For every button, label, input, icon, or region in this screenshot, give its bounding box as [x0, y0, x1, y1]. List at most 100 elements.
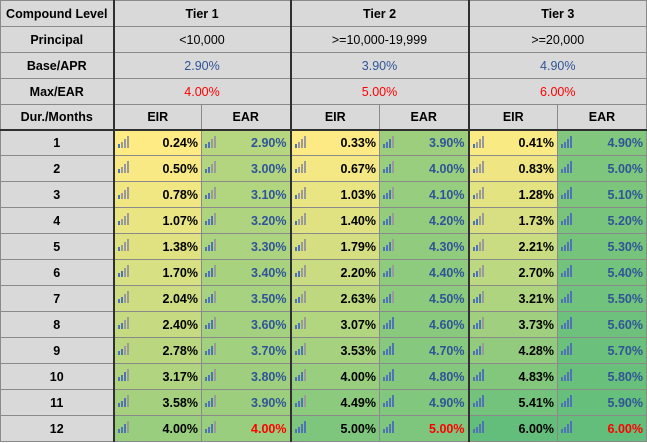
eir-cell[interactable]: 1.38% — [112, 233, 202, 260]
eir-cell[interactable]: 0.67% — [289, 155, 380, 182]
ear-cell[interactable]: 3.60% — [201, 311, 291, 338]
duration-cell[interactable]: 2 — [0, 155, 114, 182]
ear-cell[interactable]: 3.20% — [201, 207, 291, 234]
compound-level-header[interactable]: Compound Level — [0, 0, 114, 27]
eir-cell[interactable]: 4.00% — [289, 363, 380, 390]
max-ear-label[interactable]: Max/EAR — [0, 78, 114, 105]
ear-cell[interactable]: 3.30% — [201, 233, 291, 260]
ear-cell[interactable]: 4.00% — [379, 155, 469, 182]
duration-cell[interactable]: 11 — [0, 389, 114, 416]
duration-header[interactable]: Dur./Months — [0, 104, 114, 131]
ear-cell[interactable]: 3.90% — [379, 129, 469, 156]
ear-header-tier-1[interactable]: EAR — [201, 104, 291, 131]
base-apr-tier-1[interactable]: 2.90% — [112, 52, 291, 79]
ear-cell[interactable]: 3.10% — [201, 181, 291, 208]
ear-cell[interactable]: 5.00% — [557, 155, 647, 182]
principal-tier-1[interactable]: <10,000 — [112, 26, 291, 53]
eir-cell[interactable]: 4.28% — [467, 337, 558, 364]
eir-cell[interactable]: 3.53% — [289, 337, 380, 364]
eir-cell[interactable]: 0.33% — [289, 129, 380, 156]
base-apr-tier-2[interactable]: 3.90% — [289, 52, 469, 79]
tier-2-header[interactable]: Tier 2 — [289, 0, 469, 27]
eir-cell[interactable]: 0.50% — [112, 155, 202, 182]
eir-cell[interactable]: 5.00% — [289, 415, 380, 442]
eir-cell[interactable]: 4.49% — [289, 389, 380, 416]
eir-cell[interactable]: 1.73% — [467, 207, 558, 234]
duration-cell[interactable]: 10 — [0, 363, 114, 390]
eir-cell[interactable]: 1.79% — [289, 233, 380, 260]
ear-cell[interactable]: 4.70% — [379, 337, 469, 364]
ear-cell[interactable]: 4.20% — [379, 207, 469, 234]
eir-cell[interactable]: 3.58% — [112, 389, 202, 416]
ear-cell[interactable]: 2.90% — [201, 129, 291, 156]
eir-cell[interactable]: 3.21% — [467, 285, 558, 312]
eir-cell[interactable]: 1.70% — [112, 259, 202, 286]
ear-cell[interactable]: 4.10% — [379, 181, 469, 208]
eir-cell[interactable]: 0.24% — [112, 129, 202, 156]
ear-cell[interactable]: 5.30% — [557, 233, 647, 260]
eir-cell[interactable]: 0.41% — [467, 129, 558, 156]
ear-cell[interactable]: 4.40% — [379, 259, 469, 286]
ear-cell[interactable]: 5.80% — [557, 363, 647, 390]
ear-cell[interactable]: 4.90% — [557, 129, 647, 156]
eir-cell[interactable]: 2.63% — [289, 285, 380, 312]
eir-cell[interactable]: 5.41% — [467, 389, 558, 416]
ear-header-tier-3[interactable]: EAR — [557, 104, 647, 131]
eir-cell[interactable]: 1.28% — [467, 181, 558, 208]
ear-cell[interactable]: 6.00% — [557, 415, 647, 442]
principal-tier-3[interactable]: >=20,000 — [467, 26, 647, 53]
eir-cell[interactable]: 2.40% — [112, 311, 202, 338]
ear-cell[interactable]: 3.80% — [201, 363, 291, 390]
eir-cell[interactable]: 2.21% — [467, 233, 558, 260]
ear-cell[interactable]: 5.90% — [557, 389, 647, 416]
eir-cell[interactable]: 0.83% — [467, 155, 558, 182]
max-ear-tier-2[interactable]: 5.00% — [289, 78, 469, 105]
ear-cell[interactable]: 5.40% — [557, 259, 647, 286]
duration-cell[interactable]: 12 — [0, 415, 114, 442]
eir-cell[interactable]: 3.17% — [112, 363, 202, 390]
ear-cell[interactable]: 4.60% — [379, 311, 469, 338]
duration-cell[interactable]: 3 — [0, 181, 114, 208]
ear-cell[interactable]: 4.00% — [201, 415, 291, 442]
eir-cell[interactable]: 4.00% — [112, 415, 202, 442]
principal-tier-2[interactable]: >=10,000-19,999 — [289, 26, 469, 53]
principal-label[interactable]: Principal — [0, 26, 114, 53]
eir-cell[interactable]: 2.04% — [112, 285, 202, 312]
eir-header-tier-3[interactable]: EIR — [467, 104, 558, 131]
eir-cell[interactable]: 2.78% — [112, 337, 202, 364]
tier-3-header[interactable]: Tier 3 — [467, 0, 647, 27]
eir-cell[interactable]: 3.07% — [289, 311, 380, 338]
ear-cell[interactable]: 3.00% — [201, 155, 291, 182]
tier-1-header[interactable]: Tier 1 — [112, 0, 291, 27]
eir-header-tier-2[interactable]: EIR — [289, 104, 380, 131]
ear-cell[interactable]: 4.80% — [379, 363, 469, 390]
duration-cell[interactable]: 7 — [0, 285, 114, 312]
duration-cell[interactable]: 9 — [0, 337, 114, 364]
ear-cell[interactable]: 3.70% — [201, 337, 291, 364]
eir-cell[interactable]: 0.78% — [112, 181, 202, 208]
ear-header-tier-2[interactable]: EAR — [379, 104, 469, 131]
ear-cell[interactable]: 5.50% — [557, 285, 647, 312]
duration-cell[interactable]: 5 — [0, 233, 114, 260]
ear-cell[interactable]: 3.40% — [201, 259, 291, 286]
ear-cell[interactable]: 4.90% — [379, 389, 469, 416]
eir-cell[interactable]: 3.73% — [467, 311, 558, 338]
max-ear-tier-1[interactable]: 4.00% — [112, 78, 291, 105]
max-ear-tier-3[interactable]: 6.00% — [467, 78, 647, 105]
duration-cell[interactable]: 4 — [0, 207, 114, 234]
duration-cell[interactable]: 8 — [0, 311, 114, 338]
ear-cell[interactable]: 5.10% — [557, 181, 647, 208]
ear-cell[interactable]: 4.30% — [379, 233, 469, 260]
eir-cell[interactable]: 6.00% — [467, 415, 558, 442]
ear-cell[interactable]: 3.90% — [201, 389, 291, 416]
ear-cell[interactable]: 5.00% — [379, 415, 469, 442]
duration-cell[interactable]: 1 — [0, 129, 114, 156]
ear-cell[interactable]: 5.60% — [557, 311, 647, 338]
eir-cell[interactable]: 1.40% — [289, 207, 380, 234]
eir-header-tier-1[interactable]: EIR — [112, 104, 202, 131]
ear-cell[interactable]: 5.20% — [557, 207, 647, 234]
base-apr-tier-3[interactable]: 4.90% — [467, 52, 647, 79]
eir-cell[interactable]: 4.83% — [467, 363, 558, 390]
eir-cell[interactable]: 2.20% — [289, 259, 380, 286]
eir-cell[interactable]: 1.03% — [289, 181, 380, 208]
